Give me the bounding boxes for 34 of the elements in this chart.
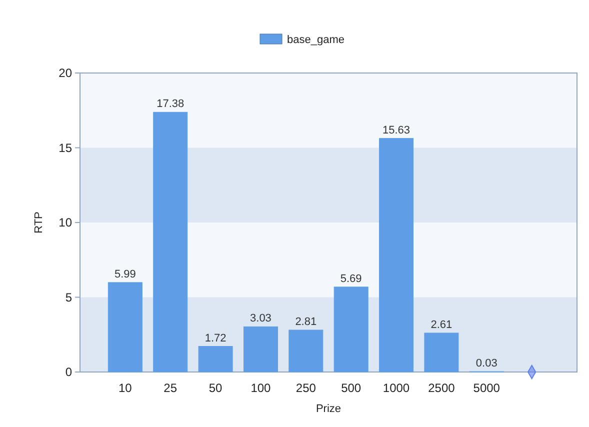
x-axis-title: Prize (316, 403, 342, 415)
data-label: 2.81 (295, 316, 317, 328)
x-tick-label: 250 (296, 381, 316, 395)
x-tick-label: 10 (118, 381, 132, 395)
bar (379, 138, 414, 372)
data-label: 3.03 (250, 312, 272, 325)
bar (153, 112, 188, 372)
bar (288, 330, 324, 372)
legend-label: base_game (287, 34, 344, 46)
x-tick-label: 25 (164, 381, 178, 395)
y-tick-label: 20 (58, 66, 72, 80)
bar (243, 326, 278, 372)
data-label: 5.99 (114, 268, 136, 280)
x-tick-label: 500 (341, 381, 362, 395)
x-tick-label: 100 (250, 381, 272, 395)
y-tick-label: 0 (65, 365, 72, 379)
data-label: 17.38 (156, 98, 184, 110)
y-tick-label: 5 (65, 290, 72, 304)
y-axis-title: RTP (33, 212, 45, 234)
x-tick-label: 50 (208, 381, 223, 395)
data-label: 15.63 (382, 124, 410, 136)
bar (334, 286, 368, 372)
data-label: 0.03 (476, 358, 498, 370)
bar (108, 282, 142, 372)
data-label: 5.69 (340, 272, 362, 285)
y-tick-label: 10 (58, 216, 72, 230)
data-label: 2.61 (430, 318, 452, 331)
x-tick-label: 5000 (473, 381, 500, 395)
bar (198, 346, 233, 372)
data-label: 1.72 (204, 332, 226, 344)
x-tick-label: 1000 (382, 381, 410, 395)
bar (424, 332, 459, 372)
x-tick-label: 2500 (428, 381, 456, 395)
y-tick-label: 15 (58, 140, 72, 155)
